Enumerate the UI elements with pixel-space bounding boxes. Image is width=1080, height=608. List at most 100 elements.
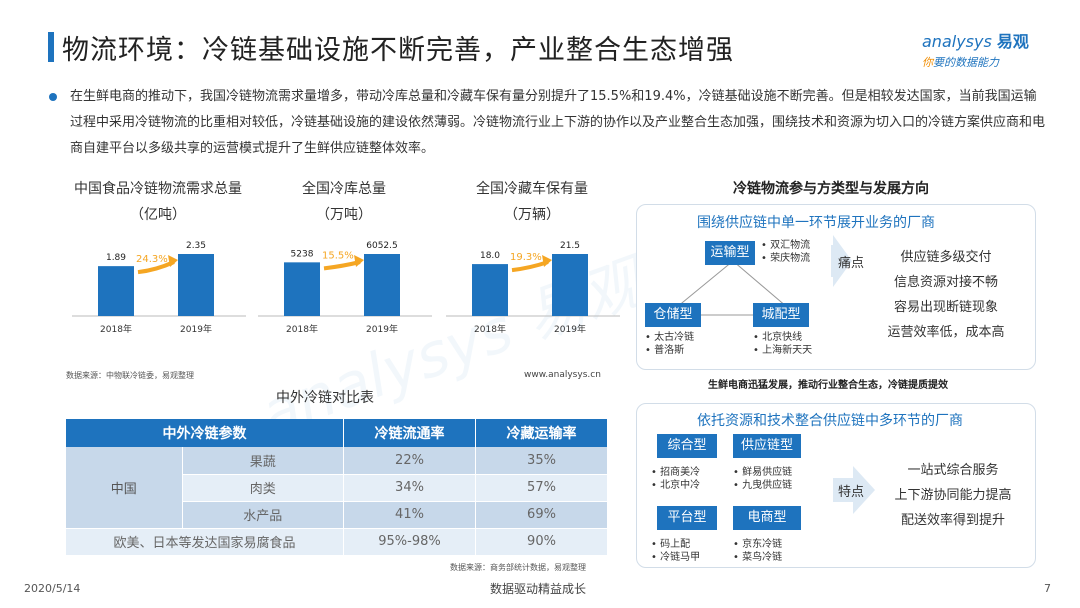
transition-note: 生鲜电商迅猛发展，推动行业整合生态，冷链提质提效: [708, 380, 948, 391]
type-items: • 太古冷链 • 普洛斯: [645, 332, 695, 356]
type-items: • 北京快线 • 上海新天天: [753, 332, 813, 356]
table-title: 中外冷链对比表: [276, 390, 374, 406]
logo-tagline: 你要的数据能力: [922, 56, 999, 69]
country-cell: 中国: [66, 447, 183, 529]
data-label: 6052.5: [366, 241, 398, 251]
bar: [552, 254, 588, 316]
bar: [284, 262, 320, 316]
table-header-row: 中外冷链参数 冷链流通率 冷藏运输率: [66, 419, 608, 447]
feature-points: 一站式综合服务 上下游协同能力提高 配送效率得到提升: [894, 463, 1012, 528]
table-cell: 欧美、日本等发达国家易腐食品: [66, 528, 344, 556]
chart-title: 全国冷库总量: [302, 181, 386, 197]
chart-svg: 5238 2018年 6052.5 2019年 15.5%: [258, 241, 432, 335]
pain-points: 供应链多级交付 信息资源对接不畅 容易出现断链现象 运营效率低，成本高: [887, 250, 1005, 340]
arrow-shape: [831, 235, 852, 287]
pain-label: 痛点: [837, 255, 864, 271]
chart-svg: 1.89 2018年 2.35 2019年 24.3%: [72, 241, 246, 335]
tick-label: 2019年: [366, 323, 398, 335]
table-cell: 57%: [475, 474, 608, 502]
chart-unit: （万辆）: [504, 207, 560, 223]
type-tag-transport: 运输型: [705, 241, 755, 265]
logo-en: analysys: [922, 32, 992, 51]
chart-storage: 全国冷库总量 （万吨） 5238 2018年 6052.5 2019年 15.5%: [244, 176, 444, 348]
tick-label: 2018年: [474, 323, 506, 335]
table-header: 冷藏运输率: [475, 419, 608, 447]
chart-vehicles: 全国冷藏车保有量 （万辆） 18.0 2018年 21.5 2019年 19.3%: [432, 176, 632, 348]
triangle-lines: [676, 235, 852, 316]
type-tag-comprehensive: 综合型: [657, 434, 717, 458]
footer-date: 2020/5/14: [24, 582, 81, 595]
type-items: • 码上配 • 冷链马甲: [651, 539, 701, 563]
table-row: 肉类 34% 57%: [66, 474, 608, 502]
type-items: • 鲜易供应链 • 九曳供应链: [733, 467, 793, 491]
data-label: 18.0: [480, 251, 500, 261]
table-cell: 水产品: [182, 501, 344, 529]
multi-link-box: 依托资源和技术整合供应链中多环节的厂商 综合型 • 招商美冷 • 北京中冷 供应链…: [636, 403, 1036, 568]
box-title: 依托资源和技术整合供应链中多环节的厂商: [697, 413, 963, 429]
table-cell: 35%: [475, 447, 608, 475]
chart-unit: （万吨）: [316, 207, 372, 223]
type-tag-ecommerce: 电商型: [733, 506, 801, 530]
table-cell: 肉类: [182, 474, 344, 502]
table-cell: 69%: [475, 501, 608, 529]
table-cell: 90%: [475, 528, 608, 556]
bar: [178, 254, 214, 316]
table-header: 冷链流通率: [343, 419, 476, 447]
box-title: 围绕供应链中单一环节展开业务的厂商: [697, 215, 935, 231]
data-label: 21.5: [560, 241, 580, 251]
table-header: 中外冷链参数: [66, 419, 344, 447]
type-items: • 招商美冷 • 北京中冷: [651, 467, 701, 491]
table-row: 欧美、日本等发达国家易腐食品 95%-98% 90%: [66, 528, 608, 556]
source-note: 数据来源：中物联冷链委，易观整理: [66, 371, 194, 380]
page-number: 7: [1044, 582, 1051, 595]
growth-label: 19.3%: [510, 252, 542, 263]
type-tag-platform: 平台型: [657, 506, 717, 530]
growth-arrow-head: [542, 255, 552, 267]
bar: [364, 254, 400, 316]
logo: analysys 易观 你要的数据能力: [922, 28, 1052, 70]
type-tag-storage: 仓储型: [645, 303, 701, 327]
data-label: 5238: [291, 249, 314, 259]
tick-label: 2018年: [286, 323, 318, 335]
arrow-svg: [833, 466, 875, 514]
logo-cn: 易观: [996, 32, 1029, 51]
growth-label: 24.3%: [136, 254, 168, 265]
data-label: 2.35: [186, 241, 206, 251]
type-tag-city: 城配型: [753, 303, 809, 327]
tick-label: 2019年: [554, 323, 586, 335]
bar: [98, 266, 134, 316]
table-source-note: 数据来源：商务部统计数据，易观整理: [450, 563, 586, 572]
table-cell: 95%-98%: [343, 528, 476, 556]
title-accent-bar: [48, 32, 54, 62]
growth-arrow-head: [168, 255, 178, 267]
data-label: 1.89: [106, 253, 126, 263]
table-cell: 果蔬: [182, 447, 344, 475]
feature-label: 特点: [837, 484, 864, 500]
chart-demand: 中国食品冷链物流需求总量 （亿吨） 1.89 2018年 2.35 2019年 24.3…: [58, 176, 258, 348]
website-link[interactable]: www.analysys.cn: [524, 370, 601, 380]
growth-label: 15.5%: [322, 250, 354, 261]
chart-unit: （亿吨）: [130, 207, 186, 223]
intro-paragraph: 在生鲜电商的推动下，我国冷链物流需求量增多，带动冷库总量和冷藏车保有量分别提升了…: [70, 89, 1046, 156]
right-panel-heading: 冷链物流参与方类型与发展方向: [733, 181, 929, 197]
type-items: • 京东冷链 • 菜鸟冷链: [733, 539, 783, 563]
single-link-box: 围绕供应链中单一环节展开业务的厂商 运输型 • 双汇物流 • 荣庆物流 仓储型 •…: [636, 204, 1036, 370]
table-cell: 41%: [343, 501, 476, 529]
growth-arrow: [323, 260, 361, 271]
arrow-shape: [833, 466, 875, 514]
table-row: 水产品 41% 69%: [66, 501, 608, 529]
tick-label: 2019年: [180, 323, 212, 335]
chart-title: 中国食品冷链物流需求总量: [74, 181, 242, 197]
table-cell: 34%: [343, 474, 476, 502]
bullet-dot: [49, 93, 57, 101]
type-tag-supply: 供应链型: [733, 434, 801, 458]
footer-slogan: 数据驱动精益成长: [490, 582, 587, 596]
type-items: • 双汇物流 • 荣庆物流: [761, 240, 811, 264]
chart-title: 全国冷藏车保有量: [476, 181, 588, 197]
bar: [472, 264, 508, 316]
page-title: 物流环境：冷链基础设施不断完善，产业整合生态增强: [62, 35, 734, 66]
comparison-table: 中外冷链参数 冷链流通率 冷藏运输率 中国 果蔬 22% 35% 肉类 34% …: [66, 419, 608, 556]
tick-label: 2018年: [100, 323, 132, 335]
growth-arrow-head: [354, 255, 364, 267]
chart-svg: 18.0 2018年 21.5 2019年 19.3%: [446, 241, 620, 335]
